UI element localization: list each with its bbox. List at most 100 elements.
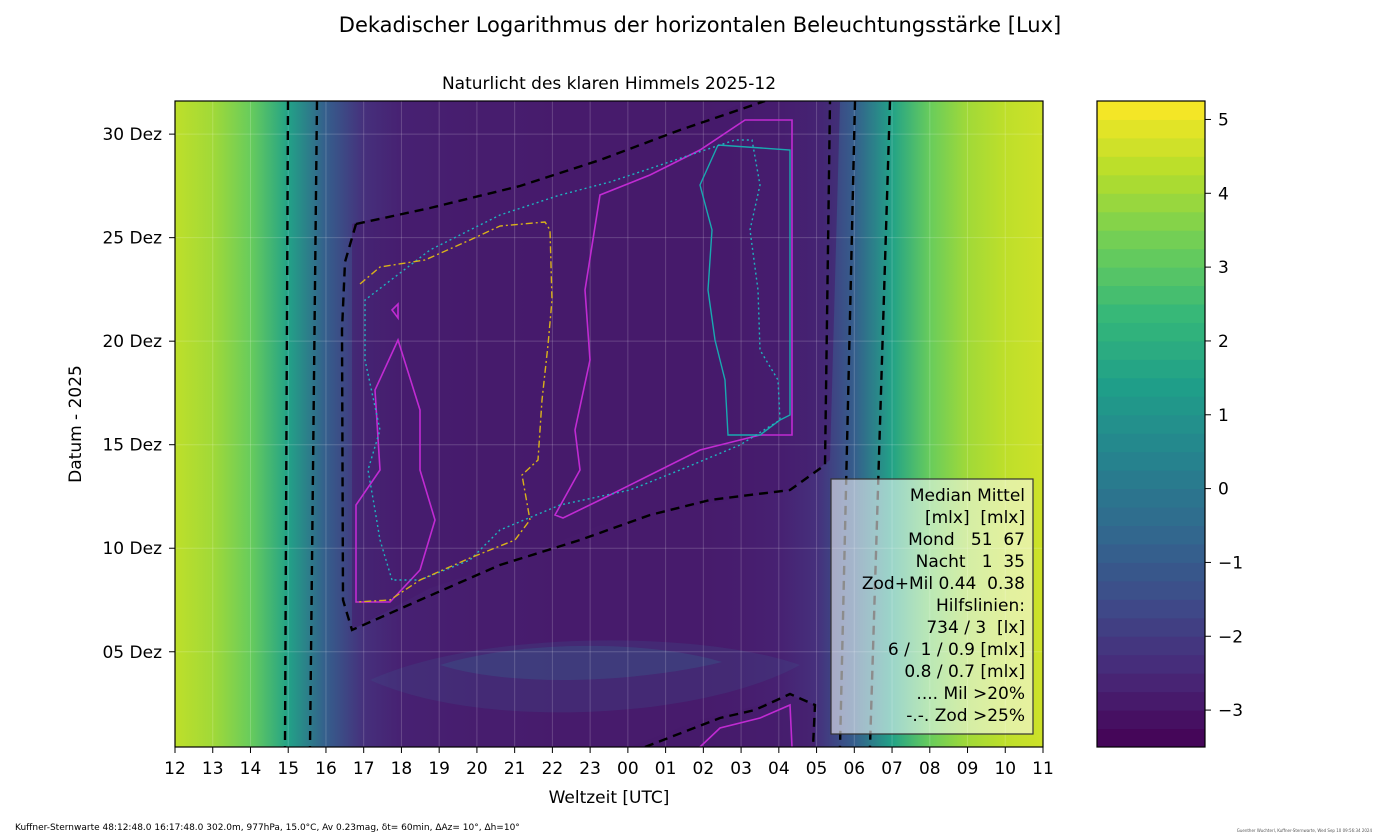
y-tick-label: 10 Dez bbox=[102, 539, 162, 559]
bright-lobe bbox=[440, 645, 722, 680]
colorbar-band bbox=[1097, 451, 1205, 471]
x-tick-label: 03 bbox=[730, 759, 752, 779]
info-line: Nacht 1 35 bbox=[916, 552, 1025, 572]
figure-title: Dekadischer Logarithmus der horizontalen… bbox=[338, 13, 1062, 37]
y-axis-label: Datum - 2025 bbox=[66, 365, 86, 483]
colorbar-band bbox=[1097, 119, 1205, 139]
colorbar-band bbox=[1097, 507, 1205, 527]
contour-6mlx-evening bbox=[340, 101, 832, 632]
colorbar-band bbox=[1097, 636, 1205, 656]
colorbar-band bbox=[1097, 488, 1205, 508]
contour-3lx-left bbox=[308, 101, 319, 747]
colorbar-band bbox=[1097, 728, 1205, 748]
contour-morning-2 bbox=[868, 101, 892, 747]
colorbar-band bbox=[1097, 137, 1205, 157]
info-line: 6 / 1 / 0.9 [mlx] bbox=[888, 640, 1025, 660]
colorbar-bands bbox=[1097, 101, 1205, 748]
colorbar-band bbox=[1097, 617, 1205, 637]
colorbar-band bbox=[1097, 525, 1205, 545]
contour-early-night bbox=[644, 692, 817, 747]
x-tick-label: 10 bbox=[994, 759, 1016, 779]
colorbar-band bbox=[1097, 267, 1205, 287]
colorbar-tick-label: 3 bbox=[1218, 258, 1229, 278]
colorbar-tick-label: −2 bbox=[1218, 627, 1243, 647]
contour-cyan-main bbox=[699, 144, 791, 436]
info-box: Median Mittel[mlx] [mlx]Mond 51 67Nacht … bbox=[830, 478, 1034, 735]
colorbar-band bbox=[1097, 580, 1205, 600]
contour-mil-dotted bbox=[364, 139, 781, 581]
x-tick-label: 15 bbox=[277, 759, 299, 779]
colorbar-band bbox=[1097, 322, 1205, 342]
x-tick-label: 23 bbox=[579, 759, 601, 779]
y-tick-label: 15 Dez bbox=[102, 436, 162, 456]
x-tick-label: 16 bbox=[315, 759, 337, 779]
colorbar-tick-label: 4 bbox=[1218, 184, 1229, 204]
contour-magenta-main bbox=[553, 119, 793, 519]
colorbar-ticks: −3 −2 −1 0 1 2 3 4 5 bbox=[1205, 110, 1243, 721]
y-axis-ticks: 05 Dez 10 Dez 15 Dez 20 Dez 25 Dez 30 Dez bbox=[102, 125, 175, 663]
info-line: Zod+Mil 0.44 0.38 bbox=[862, 574, 1025, 594]
x-tick-label: 22 bbox=[542, 759, 564, 779]
colorbar-band bbox=[1097, 691, 1205, 711]
colorbar-band bbox=[1097, 654, 1205, 674]
colorbar-tick-label: −3 bbox=[1218, 701, 1243, 721]
info-line: Mond 51 67 bbox=[908, 530, 1025, 550]
contour-6mlx-top bbox=[355, 101, 766, 226]
info-box-lines: Median Mittel[mlx] [mlx]Mond 51 67Nacht … bbox=[862, 486, 1025, 726]
heatmap-area bbox=[175, 101, 1043, 747]
chart-title: Naturlicht des klaren Himmels 2025-12 bbox=[442, 74, 776, 94]
x-tick-label: 13 bbox=[202, 759, 224, 779]
colorbar-tick-label: 5 bbox=[1218, 110, 1229, 130]
contour-morning-1 bbox=[838, 101, 857, 747]
info-line: Hilfslinien: bbox=[936, 596, 1025, 616]
contour-zod-main bbox=[355, 221, 553, 603]
info-line: -.-. Zod >25% bbox=[906, 706, 1025, 726]
colorbar-tick-label: 0 bbox=[1218, 480, 1229, 500]
x-tick-label: 04 bbox=[768, 759, 790, 779]
contour-magenta-small bbox=[390, 302, 399, 321]
colorbar-band bbox=[1097, 156, 1205, 176]
x-tick-label: 12 bbox=[164, 759, 186, 779]
info-box-frame bbox=[830, 478, 1034, 735]
x-tick-label: 00 bbox=[617, 759, 639, 779]
colorbar-band bbox=[1097, 359, 1205, 379]
x-tick-label: 21 bbox=[504, 759, 526, 779]
colorbar: −3 −2 −1 0 1 2 3 4 5 bbox=[1096, 100, 1243, 748]
colorbar-tick-label: −1 bbox=[1218, 553, 1243, 573]
x-tick-label: 20 bbox=[466, 759, 488, 779]
info-line: 0.8 / 0.7 [mlx] bbox=[904, 662, 1025, 682]
colorbar-band bbox=[1097, 174, 1205, 194]
x-axis-label: Weltzeit [UTC] bbox=[549, 788, 670, 808]
x-tick-label: 06 bbox=[843, 759, 865, 779]
contour-734lx-left bbox=[283, 101, 290, 747]
contour-zod-dashdot bbox=[355, 221, 553, 603]
info-line: Median Mittel bbox=[910, 486, 1025, 506]
colorbar-band bbox=[1097, 562, 1205, 582]
x-tick-label: 18 bbox=[391, 759, 413, 779]
x-tick-label: 19 bbox=[428, 759, 450, 779]
colorbar-band bbox=[1097, 101, 1205, 120]
bright-lobe-outer bbox=[370, 640, 800, 713]
colorbar-band bbox=[1097, 248, 1205, 268]
colorbar-band bbox=[1097, 470, 1205, 490]
contour-magenta-bottom bbox=[699, 703, 793, 747]
x-axis-ticks: 12 13 14 15 16 17 18 19 20 21 22 23 00 01 02 03 04 05 06 07… bbox=[164, 747, 1054, 779]
colorbar-band bbox=[1097, 543, 1205, 563]
colorbar-band bbox=[1097, 193, 1205, 213]
colorbar-band bbox=[1097, 433, 1205, 453]
x-tick-label: 17 bbox=[353, 759, 375, 779]
x-tick-label: 07 bbox=[881, 759, 903, 779]
contour-mil-main bbox=[364, 139, 781, 581]
colorbar-band bbox=[1097, 340, 1205, 360]
colorbar-band bbox=[1097, 414, 1205, 434]
colorbar-band bbox=[1097, 285, 1205, 305]
info-line: .... Mil >20% bbox=[916, 684, 1025, 704]
colorbar-band bbox=[1097, 599, 1205, 619]
colorbar-tick-label: 2 bbox=[1218, 332, 1229, 352]
colorbar-band bbox=[1097, 211, 1205, 231]
y-tick-label: 05 Dez bbox=[102, 643, 162, 663]
y-tick-label: 30 Dez bbox=[102, 125, 162, 145]
colorbar-band bbox=[1097, 710, 1205, 730]
colorbar-frame bbox=[1096, 100, 1206, 748]
